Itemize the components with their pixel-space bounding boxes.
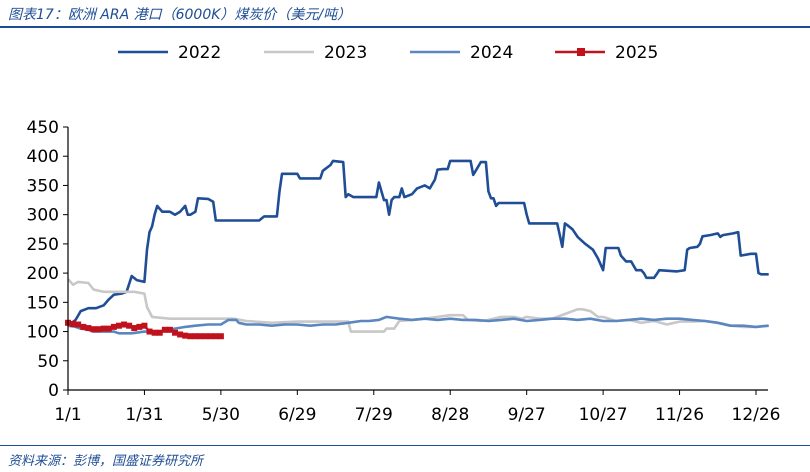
series-point-2025 <box>146 328 153 335</box>
y-tick-label: 100 <box>27 323 59 343</box>
x-tick-label: 11/26 <box>655 405 704 425</box>
x-tick-label: 7/29 <box>355 405 393 425</box>
series-point-2025 <box>156 329 163 336</box>
series-point-2025 <box>202 333 209 340</box>
series-point-2025 <box>110 323 117 330</box>
series-point-2025 <box>207 333 214 340</box>
series-point-2025 <box>197 333 204 340</box>
y-tick-label: 200 <box>27 264 59 284</box>
x-tick-label: 5/30 <box>202 405 240 425</box>
x-tick-label: 10/27 <box>579 405 628 425</box>
series-layer <box>65 159 769 340</box>
series-point-2025 <box>151 329 158 336</box>
y-ticks: 0 50 100 150 200 250 300 350 400 450 <box>27 118 68 401</box>
series-point-2025 <box>182 332 189 339</box>
y-tick-label: 400 <box>27 147 59 167</box>
series-point-2025 <box>100 325 107 332</box>
legend-label-2025: 2025 <box>615 43 658 63</box>
y-tick-label: 250 <box>27 235 59 255</box>
series-point-2025 <box>131 325 138 332</box>
x-tick-label: 1/1 <box>54 405 81 425</box>
y-tick-label: 300 <box>27 206 59 226</box>
x-tick-label: 6/29 <box>278 405 316 425</box>
series-point-2025 <box>192 333 199 340</box>
legend-marker-2025 <box>577 48 585 56</box>
x-ticks: 1/1 1/31 5/30 6/29 7/29 8/28 9/27 10/27 11/26 12/… <box>54 390 781 425</box>
chart-title: 图表17：欧洲 ARA 港口（6000K）煤炭价（美元/吨） <box>8 7 352 23</box>
series-point-2025 <box>121 321 128 328</box>
title-divider <box>0 26 810 28</box>
series-point-2025 <box>217 333 224 340</box>
legend-label-2023: 2023 <box>324 43 367 63</box>
series-point-2025 <box>161 326 168 333</box>
y-tick-label: 350 <box>27 176 59 196</box>
series-point-2025 <box>126 322 133 329</box>
x-tick-label: 8/28 <box>431 405 469 425</box>
series-point-2025 <box>90 326 97 333</box>
series-point-2025 <box>166 326 173 333</box>
x-tick-label: 9/27 <box>508 405 546 425</box>
series-point-2025 <box>75 321 82 328</box>
axes: 0 50 100 150 200 250 300 350 400 450 1/1 1/31 5/30 6… <box>27 118 781 425</box>
series-point-2025 <box>85 325 92 332</box>
legend: 2022 2023 2024 2025 <box>118 43 658 63</box>
x-tick-label: 12/26 <box>732 405 781 425</box>
source-divider <box>0 445 810 446</box>
series-point-2025 <box>95 326 102 333</box>
legend-label-2022: 2022 <box>178 43 221 63</box>
y-tick-label: 0 <box>48 381 59 401</box>
series-point-2025 <box>80 323 87 330</box>
x-tick-label: 1/31 <box>125 405 163 425</box>
y-tick-label: 150 <box>27 293 59 313</box>
series-point-2025 <box>187 333 194 340</box>
y-tick-label: 50 <box>37 352 59 372</box>
series-line-2023 <box>67 278 769 333</box>
series-point-2025 <box>136 323 143 330</box>
legend-label-2024: 2024 <box>470 43 513 63</box>
series-point-2025 <box>105 325 112 332</box>
series-line-2022 <box>67 159 769 327</box>
source-note: 资料来源：彭博，国盛证券研究所 <box>8 454 204 469</box>
series-point-2025 <box>177 331 184 338</box>
series-point-2025 <box>172 329 179 336</box>
series-point-2025 <box>70 320 77 327</box>
y-tick-label: 450 <box>27 118 59 138</box>
series-point-2025 <box>141 322 148 329</box>
series-point-2025 <box>115 322 122 329</box>
series-point-2025 <box>212 333 219 340</box>
chart: 2022 2023 2024 2025 0 50 100 150 200 250 300 350 40… <box>27 43 781 425</box>
